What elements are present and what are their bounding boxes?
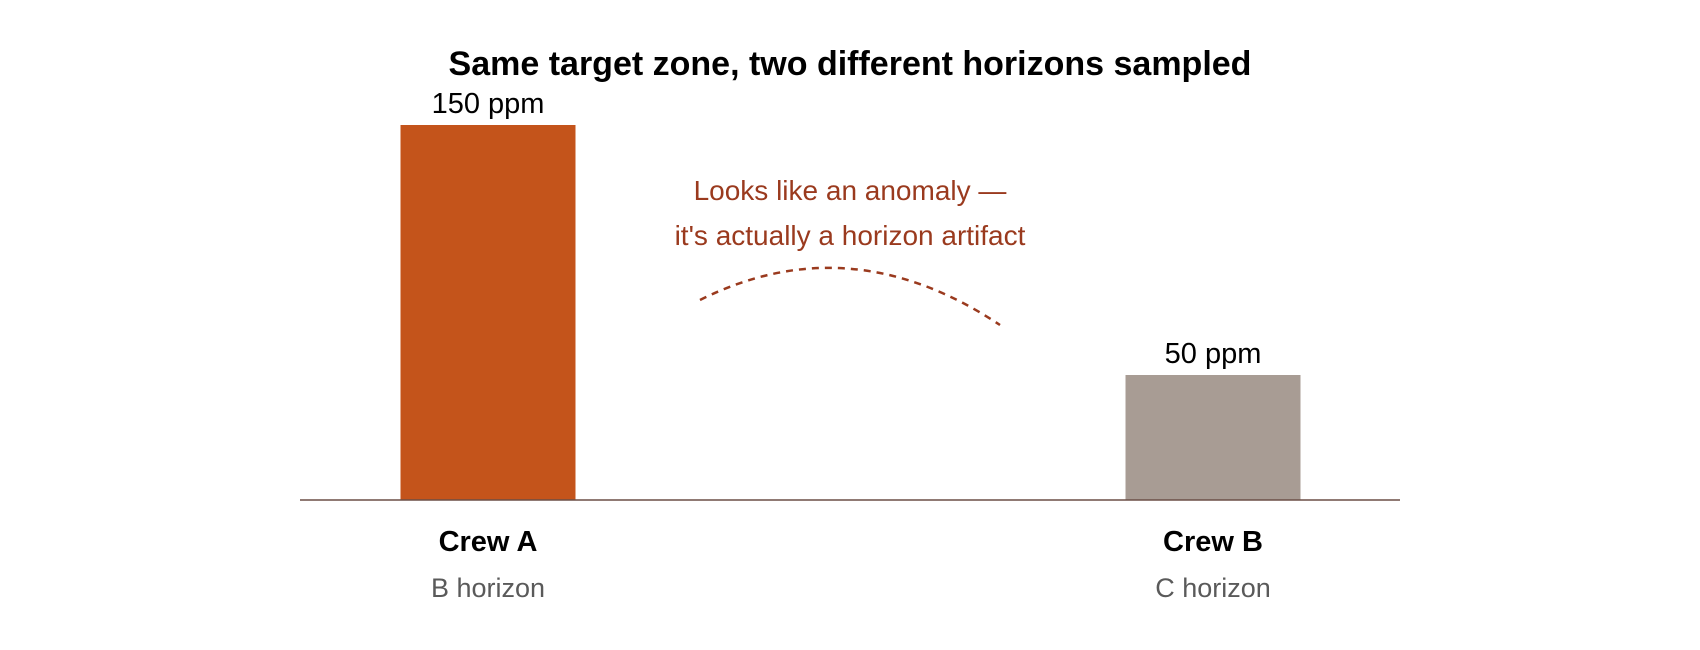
bar-crew-a — [400, 125, 576, 500]
value-label: 50 ppm — [1165, 338, 1262, 370]
annotation-line-1: Looks like an anomaly — — [694, 175, 1007, 206]
annotation-arc — [699, 266, 1001, 327]
bar-crew-b — [1125, 375, 1301, 500]
category-sublabel: B horizon — [431, 573, 545, 603]
annotation-line-2: it's actually a horizon artifact — [675, 220, 1026, 251]
category-sublabel: C horizon — [1155, 573, 1271, 603]
category-label: Crew A — [439, 526, 538, 558]
value-label: 150 ppm — [432, 88, 545, 120]
annotation: Looks like an anomaly — it's actually a … — [675, 175, 1026, 327]
chart-title: Same target zone, two different horizons… — [449, 45, 1252, 83]
bars-group: 150 ppm Crew A B horizon 50 ppm Crew B C hori… — [400, 88, 1301, 603]
category-label: Crew B — [1163, 526, 1263, 558]
